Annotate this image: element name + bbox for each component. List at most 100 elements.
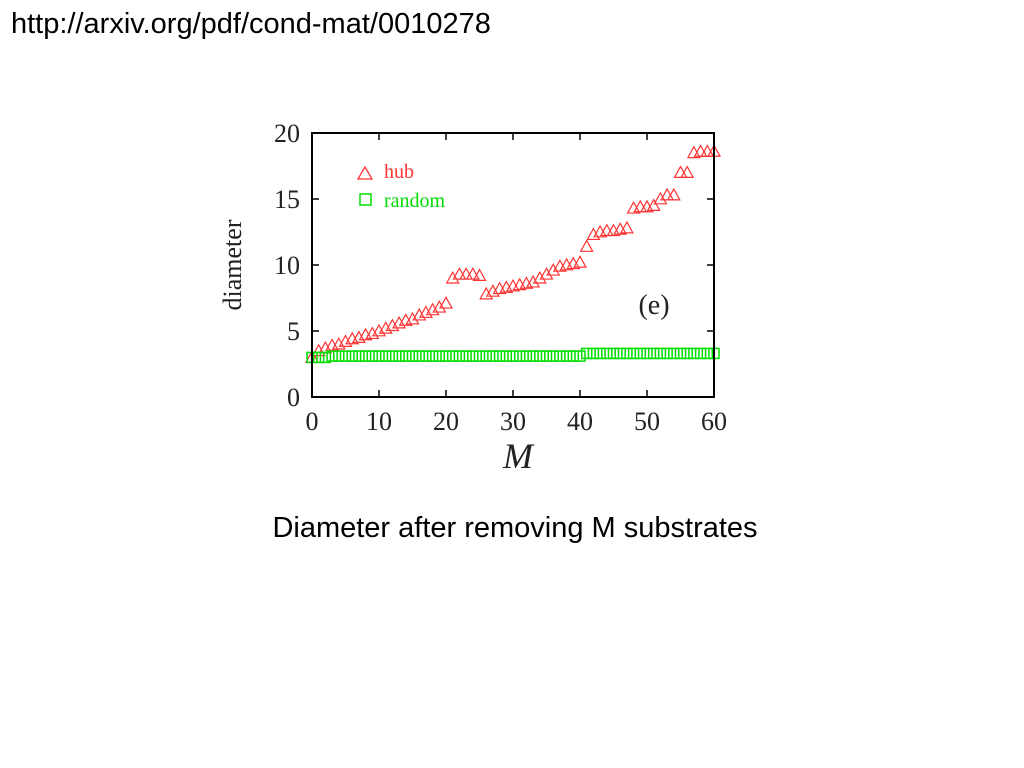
hub-point	[331, 336, 346, 350]
random-point	[641, 347, 653, 360]
random-point	[661, 347, 673, 360]
hub-point	[452, 267, 467, 280]
random-point	[460, 350, 472, 362]
hub-point	[479, 286, 494, 300]
hub-point	[673, 165, 688, 179]
random-point	[587, 347, 600, 360]
random-point	[400, 350, 412, 362]
hub-point	[646, 198, 661, 212]
random-point	[594, 347, 606, 360]
random-point	[480, 350, 492, 362]
random-point	[339, 350, 352, 362]
hub-point	[365, 326, 380, 340]
random-point	[393, 350, 405, 362]
random-point	[614, 347, 626, 360]
hub-point	[532, 270, 547, 284]
random-point	[426, 350, 439, 362]
random-point	[681, 347, 693, 360]
hub-point	[526, 274, 541, 288]
random-point	[487, 350, 499, 362]
random-point	[500, 350, 513, 362]
random-point	[440, 350, 452, 362]
random-point	[413, 350, 425, 362]
x-tick-labels: 0 10 20 30 40 50 60	[306, 407, 728, 436]
random-point	[467, 350, 479, 362]
random-point	[446, 350, 459, 362]
random-point	[333, 350, 345, 362]
hub-point	[539, 267, 554, 280]
hub-point	[680, 165, 695, 179]
hub-point	[385, 318, 400, 332]
hub-point	[438, 296, 454, 309]
y-tick-label: 5	[287, 317, 300, 346]
hub-point	[653, 191, 668, 205]
legend: hub random	[356, 161, 446, 212]
random-point	[574, 350, 586, 362]
y-tick-label: 0	[287, 383, 300, 412]
legend-hub-marker	[356, 165, 374, 180]
y-tick-labels: 0 5 10 15 20	[274, 119, 300, 412]
hub-point	[619, 220, 634, 234]
hub-point	[633, 199, 648, 213]
random-point	[554, 350, 566, 362]
legend-random-marker	[359, 193, 372, 206]
random-point	[694, 347, 707, 360]
random-point	[547, 350, 559, 362]
x-tick-label: 20	[433, 407, 459, 436]
y-tick-label: 15	[274, 185, 300, 214]
hub-point	[693, 144, 708, 157]
x-tick-label: 0	[306, 407, 319, 436]
hub-point	[572, 255, 588, 268]
diameter-chart: 0 10 20 30 40 50 60 0 5 10 15 20 diameter M (e) hu…	[218, 119, 728, 476]
random-point	[520, 350, 533, 362]
hub-point	[405, 311, 420, 325]
hub-point	[586, 227, 601, 241]
random-point	[353, 350, 365, 362]
hub-point	[351, 330, 366, 343]
random-point	[433, 350, 446, 362]
hub-point	[546, 263, 561, 276]
random-point	[701, 347, 714, 360]
hub-point	[485, 284, 500, 297]
random-point	[647, 347, 660, 360]
hub-point	[412, 307, 427, 321]
random-point	[513, 350, 526, 362]
hub-point	[599, 223, 614, 237]
random-point	[580, 347, 593, 360]
hub-point	[472, 268, 487, 281]
random-point	[540, 350, 553, 362]
x-axis-label: M	[502, 436, 535, 476]
hub-point	[371, 323, 387, 337]
source-url: http://arxiv.org/pdf/cond-mat/0010278	[11, 8, 491, 40]
random-point	[621, 347, 633, 360]
random-point	[312, 351, 325, 364]
random-point	[493, 350, 506, 362]
legend-hub-label: hub	[384, 161, 414, 183]
random-point	[366, 350, 379, 362]
random-point	[688, 347, 700, 360]
hub-point	[459, 267, 474, 280]
hub-point	[579, 239, 594, 252]
x-tick-label: 10	[366, 407, 392, 436]
random-point	[560, 350, 573, 362]
random-point	[473, 350, 486, 362]
hub-point	[425, 302, 440, 316]
x-tick-label: 60	[701, 407, 727, 436]
random-point	[607, 347, 620, 360]
hub-point	[418, 305, 433, 318]
hub-point	[311, 343, 326, 357]
legend-random-label: random	[384, 190, 446, 212]
random-point	[406, 350, 419, 362]
hub-point	[700, 144, 715, 157]
random-point	[634, 347, 647, 360]
figure-caption: Diameter after removing M substrates	[272, 512, 758, 544]
hub-point	[465, 267, 480, 280]
random-point	[567, 350, 580, 362]
random-point	[654, 347, 667, 360]
hub-point	[432, 300, 447, 313]
hub-point	[445, 270, 460, 284]
hub-point	[660, 187, 675, 201]
hub-point	[666, 187, 681, 201]
y-tick-label: 10	[274, 251, 300, 280]
random-point	[346, 350, 358, 362]
